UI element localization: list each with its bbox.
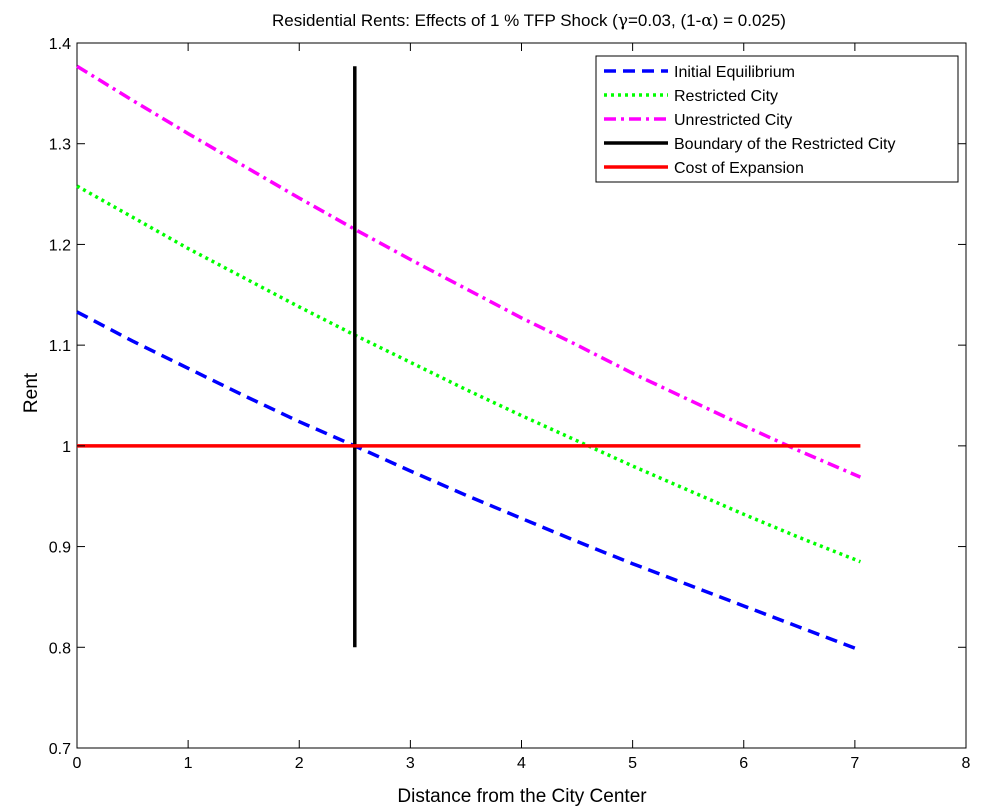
legend-entry-label: Restricted City <box>674 88 778 105</box>
x-tick-label: 3 <box>406 755 415 772</box>
y-tick-label: 1 <box>62 439 71 456</box>
x-tick-label: 2 <box>295 755 304 772</box>
y-tick-label: 0.8 <box>49 640 71 657</box>
series-line-unrestricted-city <box>76 64 862 479</box>
x-tick-label: 5 <box>628 755 637 772</box>
series-layer <box>76 64 862 652</box>
x-tick-label: 4 <box>517 755 526 772</box>
x-tick-label: 8 <box>962 755 971 772</box>
legend: Initial Equilibrium Restricted City Unrest… <box>595 55 959 183</box>
y-tick-label: 1.3 <box>49 137 71 154</box>
x-tick-label: 7 <box>850 755 859 772</box>
x-tick-label: 0 <box>73 755 82 772</box>
y-tick-label: 0.7 <box>49 741 71 758</box>
legend-entry-label: Boundary of the Restricted City <box>674 136 895 153</box>
y-tick-label: 1.1 <box>49 338 71 355</box>
legend-entry-label: Unrestricted City <box>674 112 792 129</box>
y-tick-label: 1.4 <box>49 36 71 53</box>
series-line-initial-equilibrium <box>76 310 862 652</box>
chart-title: Residential Rents: Effects of 1 % TFP Sh… <box>272 11 786 31</box>
x-tick-label: 1 <box>184 755 193 772</box>
y-axis-label: Rent <box>21 372 42 413</box>
x-tick-label: 6 <box>739 755 748 772</box>
x-axis-label: Distance from the City Center <box>397 786 647 807</box>
y-tick-label: 1.2 <box>49 237 71 254</box>
legend-entry-label: Initial Equilibrium <box>674 64 795 81</box>
ticks-layer: 0 1 2 3 4 5 6 7 8 0.7 0.8 0.9 1 1.1 1.2 1.3 1.4 <box>49 36 971 772</box>
series-line-restricted-city <box>76 184 862 564</box>
legend-entry-label: Cost of Expansion <box>674 160 804 177</box>
y-tick-label: 0.9 <box>49 540 71 557</box>
